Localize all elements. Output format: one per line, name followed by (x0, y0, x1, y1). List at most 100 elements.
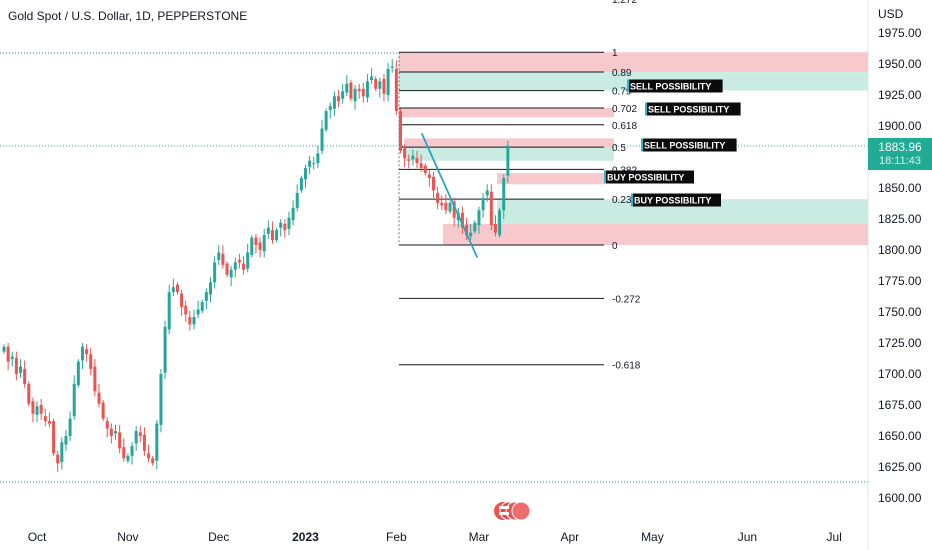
fib-level-label: -0.618 (612, 361, 641, 372)
candle-body (473, 222, 477, 232)
candle-body (365, 81, 369, 98)
candle-body (167, 292, 171, 330)
candle-body (10, 356, 14, 360)
candle-body (407, 159, 411, 161)
candle-body (460, 212, 464, 228)
x-tick-label: Dec (208, 530, 229, 544)
candle-body (498, 210, 502, 236)
candle-body (184, 305, 188, 315)
candle-body (196, 309, 200, 315)
candle-body (229, 269, 233, 278)
y-tick-label: 1850.00 (878, 181, 922, 195)
candle-body (361, 88, 365, 97)
candle-body (68, 418, 72, 436)
candle-body (246, 252, 250, 269)
y-tick-label: 1650.00 (878, 429, 922, 443)
candle-body (341, 91, 345, 99)
candle-body (349, 82, 353, 99)
candle-body (436, 192, 440, 203)
candle-body (432, 176, 436, 191)
candle-body (209, 282, 212, 295)
candle-body (163, 326, 167, 373)
signal-badge-bg (645, 102, 741, 116)
signal-badge-accent (645, 102, 647, 116)
y-tick-label: 1825.00 (878, 212, 922, 226)
candle-body (138, 432, 142, 436)
candle-body (175, 284, 179, 293)
signal-badges: SELL POSSIBILITY SELL POSSIBILITY SELL POS… (604, 79, 741, 207)
candle-body (242, 263, 246, 270)
candle-body (378, 81, 382, 89)
y-tick-label: 1950.00 (878, 57, 922, 71)
candle-body (270, 230, 274, 241)
candle-body (485, 190, 489, 196)
candle-body (60, 442, 64, 463)
candle-body (225, 263, 229, 275)
candle-body (312, 163, 316, 165)
candle-body (2, 346, 6, 352)
candle-body (254, 237, 258, 246)
candle-body (411, 155, 415, 160)
supply-demand-zones (399, 52, 868, 246)
candle-body (35, 406, 39, 415)
candle-body (23, 369, 27, 384)
y-tick-label: 1725.00 (878, 336, 922, 350)
candle-body (114, 431, 118, 434)
fib-level-label: 0.89 (612, 68, 632, 79)
chart-title: Gold Spot / U.S. Dollar, 1D, PEPPERSTONE (8, 9, 248, 23)
candle-body (188, 316, 192, 325)
x-tick-label: Oct (28, 530, 47, 544)
candle-body (76, 361, 80, 386)
y-tick-label: 1700.00 (878, 367, 922, 381)
candle-body (126, 455, 130, 461)
candle-body (39, 405, 43, 414)
signal-badge-accent (631, 193, 633, 207)
signal-badge-label: SELL POSSIBILITY (644, 141, 725, 151)
currency-label: USD (878, 7, 904, 21)
candle-body (477, 210, 481, 226)
candle-body (357, 88, 361, 92)
candle-body (155, 423, 159, 461)
candle-body (89, 354, 93, 370)
candle-body (283, 223, 287, 231)
signal-badge-label: SELL POSSIBILITY (630, 82, 711, 92)
candle-body (440, 202, 444, 206)
support-zone (443, 223, 868, 246)
buy-zone-382 (497, 173, 604, 185)
y-tick-label: 1675.00 (878, 398, 922, 412)
candle-body (118, 432, 122, 449)
candle-body (415, 158, 419, 164)
candle-body (6, 346, 10, 362)
candle-body (101, 402, 105, 419)
fib-level-label: -0.272 (612, 294, 641, 305)
candle-body (171, 287, 175, 293)
signal-badge-bg (604, 170, 694, 184)
candle-body (328, 106, 332, 110)
candle-body (324, 111, 328, 130)
candle-body (262, 235, 266, 252)
last-price-tag: 1883.96 18:11:43 (868, 138, 932, 170)
signal-badge-accent (627, 79, 629, 93)
candle-body (97, 392, 101, 404)
candle-body (345, 83, 349, 93)
candle-body (394, 68, 398, 112)
candle-body (390, 66, 394, 68)
candle-body (303, 168, 307, 180)
y-tick-label: 1975.00 (878, 26, 922, 40)
candle-body (370, 76, 374, 81)
candle-body (109, 428, 113, 436)
candle-body (52, 421, 56, 454)
fib-level-label: 0.618 (612, 121, 637, 132)
candle-body (64, 436, 68, 445)
y-tick-label: 1750.00 (878, 305, 922, 319)
candle-body (180, 293, 184, 308)
candle-body (481, 197, 485, 211)
time-axis: Oct Nov Dec 2023 Feb Mar Apr May Jun Jul (28, 530, 842, 544)
candle-body (221, 253, 225, 265)
trend-line[interactable] (421, 133, 478, 258)
signal-badge-label: BUY POSSIBILITY (607, 173, 684, 183)
fib-top-cut-label: 1.272 (612, 0, 637, 6)
candle-body (374, 78, 378, 89)
candle-body (382, 78, 386, 94)
